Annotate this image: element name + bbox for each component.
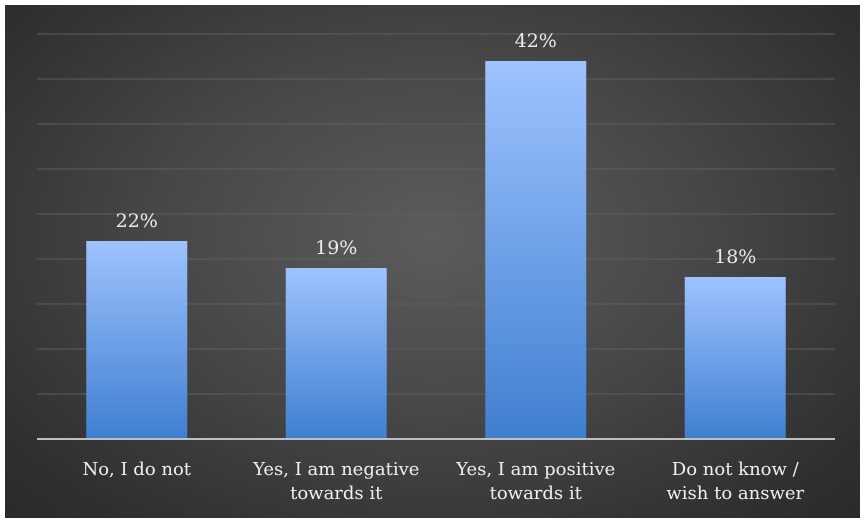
- data-label: 18%: [714, 246, 756, 268]
- category-labels: No, I do not Yes, I am negative towards it…: [82, 459, 804, 504]
- category-label-line: wish to answer: [666, 483, 804, 504]
- category-label: Do not know / wish to answer: [666, 459, 804, 504]
- bar: [285, 268, 387, 439]
- bars: [86, 61, 786, 439]
- category-label: Yes, I am negative towards it: [252, 459, 419, 504]
- category-label-line: No, I do not: [82, 459, 191, 480]
- data-labels: 22% 19% 42% 18%: [116, 30, 757, 268]
- category-label-line: Yes, I am negative: [252, 459, 419, 480]
- bar-chart: 22% 19% 42% 18% No, I do not Yes, I am negat…: [37, 30, 835, 504]
- category-label: Yes, I am positive towards it: [455, 459, 615, 504]
- data-label: 19%: [315, 237, 357, 259]
- category-label-line: towards it: [490, 483, 583, 504]
- category-label-line: Yes, I am positive: [455, 459, 615, 480]
- category-label: No, I do not: [82, 459, 191, 480]
- data-label: 42%: [515, 30, 557, 52]
- chart-area: 22% 19% 42% 18% No, I do not Yes, I am negat…: [5, 5, 860, 518]
- bar: [86, 241, 188, 439]
- data-label: 22%: [116, 210, 158, 232]
- bar: [684, 277, 786, 439]
- bar: [485, 61, 587, 439]
- category-label-line: towards it: [290, 483, 383, 504]
- category-label-line: Do not know /: [672, 459, 800, 480]
